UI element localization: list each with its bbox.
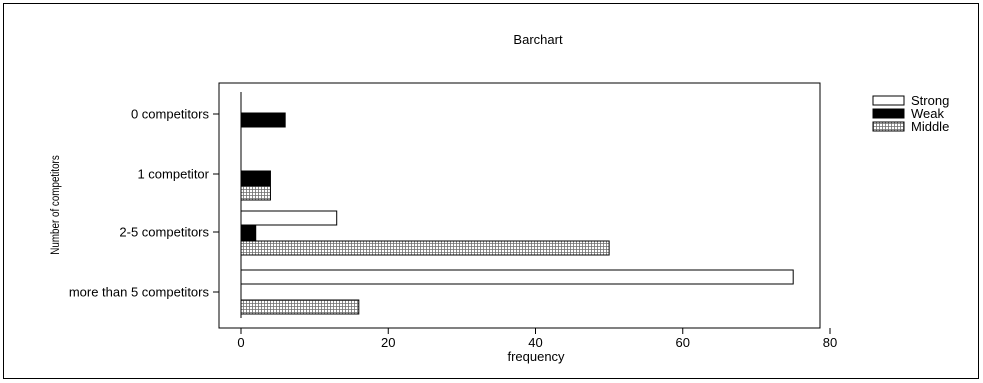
legend-swatch-middle bbox=[872, 121, 905, 132]
bar-strong-2-5-competitors bbox=[240, 210, 338, 226]
y-tick-label: 1 competitor bbox=[137, 167, 209, 182]
bar-middle-more-than-5-competitors bbox=[240, 299, 360, 315]
bar-weak-0-competitors bbox=[240, 112, 286, 128]
legend-label-weak: Weak bbox=[911, 106, 944, 121]
y-tick-label: 2-5 competitors bbox=[119, 225, 209, 240]
y-axis-label: Number of competitors bbox=[49, 155, 62, 255]
y-tick-label: more than 5 competitors bbox=[69, 285, 210, 300]
y-tick-label: 0 competitors bbox=[131, 107, 210, 122]
bar-strong-more-than-5-competitors bbox=[240, 269, 794, 285]
bar-middle-2-5-competitors bbox=[240, 240, 610, 256]
chart-border bbox=[3, 3, 979, 379]
bars-group bbox=[240, 92, 794, 318]
bar-middle-1-competitor bbox=[240, 185, 271, 201]
x-tick-label: 80 bbox=[823, 335, 837, 350]
legend-label-strong: Strong bbox=[911, 93, 949, 108]
x-tick-label: 20 bbox=[381, 335, 395, 350]
x-axis: 0 20 40 60 80 bbox=[237, 328, 837, 350]
legend-label-middle: Middle bbox=[911, 119, 949, 134]
chart-title: Barchart bbox=[513, 32, 563, 47]
plot-area bbox=[218, 82, 821, 329]
x-tick-label: 0 bbox=[237, 335, 244, 350]
x-tick-label: 40 bbox=[528, 335, 542, 350]
x-axis-label: frequency bbox=[507, 349, 565, 364]
y-axis: 0 competitors 1 competitor 2-5 competitors… bbox=[69, 107, 219, 300]
bar-weak-2-5-competitors bbox=[240, 225, 257, 241]
x-tick-label: 60 bbox=[676, 335, 690, 350]
bar-weak-1-competitor bbox=[240, 170, 271, 186]
legend-swatch-weak bbox=[872, 108, 905, 119]
legend-swatch-strong bbox=[872, 95, 905, 106]
